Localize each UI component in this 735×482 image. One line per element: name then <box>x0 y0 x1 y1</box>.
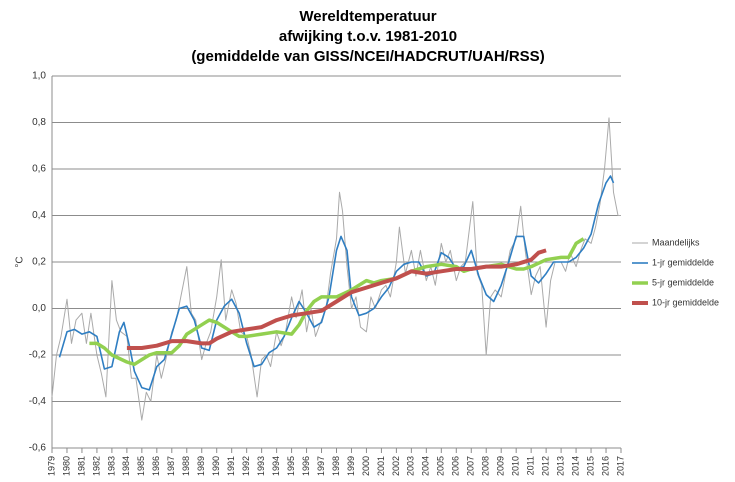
chart-subtitle: afwijking t.o.v. 1981-2010 <box>279 28 457 45</box>
x-tick-label: 2012 <box>541 456 551 476</box>
x-tick-label: 2011 <box>526 456 536 475</box>
y-tick-label: -0,4 <box>29 396 47 407</box>
x-tick-label: 2008 <box>481 456 491 476</box>
x-tick-label: 2013 <box>555 456 565 476</box>
series-line <box>126 248 547 350</box>
x-tick-label: 1995 <box>286 456 296 476</box>
x-tick-label: 2002 <box>391 456 401 476</box>
legend-label: 10-jr gemiddelde <box>652 297 719 307</box>
x-tick-label: 2000 <box>361 456 371 476</box>
x-tick-label: 1994 <box>271 456 281 476</box>
x-tick-label: 1997 <box>316 456 326 476</box>
x-tick-label: 1989 <box>196 456 206 476</box>
x-tick-label: 1982 <box>91 456 101 476</box>
y-tick-label: 0,0 <box>32 303 46 314</box>
x-tick-label: 1993 <box>256 456 266 476</box>
x-tick-label: 1981 <box>76 456 86 476</box>
legend-label: 1-jr gemiddelde <box>652 257 714 267</box>
x-tick-label: 1979 <box>46 456 56 476</box>
x-tick-label: 2017 <box>615 456 625 476</box>
x-tick-label: 2014 <box>570 456 580 476</box>
y-axis-label: °C <box>15 256 26 267</box>
x-tick-label: 1984 <box>121 456 131 476</box>
x-tick-label: 2004 <box>421 456 431 476</box>
x-tick-label: 2007 <box>466 456 476 476</box>
chart-subtitle: (gemiddelde van GISS/NCEI/HADCRUT/UAH/RS… <box>191 48 544 65</box>
x-tick-label: 2015 <box>585 456 595 476</box>
x-tick-label: 1983 <box>106 456 116 476</box>
x-tick-label: 2005 <box>436 456 446 476</box>
y-tick-label: 1,0 <box>32 71 46 82</box>
x-tick-label: 2016 <box>600 456 610 476</box>
x-tick-label: 2006 <box>451 456 461 476</box>
x-tick-label: 1992 <box>241 456 251 476</box>
x-tick-label: 2009 <box>496 456 506 476</box>
y-tick-label: 0,6 <box>32 164 46 175</box>
x-tick-label: 1980 <box>61 456 71 476</box>
legend-label: Maandelijks <box>652 237 700 247</box>
x-tick-label: 1986 <box>151 456 161 476</box>
x-tick-label: 1990 <box>211 456 221 476</box>
series-line <box>51 117 621 421</box>
legend-label: 5-jr gemiddelde <box>652 277 714 287</box>
y-tick-label: -0,2 <box>29 350 47 361</box>
y-tick-label: 0,2 <box>32 257 46 268</box>
x-tick-label: 1987 <box>166 456 176 476</box>
y-tick-label: -0,6 <box>29 443 47 454</box>
x-tick-label: 1988 <box>181 456 191 476</box>
x-tick-label: 2003 <box>406 456 416 476</box>
x-tick-label: 1991 <box>226 456 236 476</box>
x-tick-label: 1996 <box>301 456 311 476</box>
chart-title: Wereldtemperatuur <box>299 8 436 25</box>
x-tick-label: 2001 <box>376 456 386 476</box>
y-tick-label: 0,4 <box>32 210 46 221</box>
y-tick-label: 0,8 <box>32 117 46 128</box>
series-line <box>58 175 615 391</box>
x-tick-label: 1999 <box>346 456 356 476</box>
x-tick-label: 1985 <box>136 456 146 476</box>
x-tick-label: 2010 <box>511 456 521 476</box>
x-tick-label: 1998 <box>331 456 341 476</box>
